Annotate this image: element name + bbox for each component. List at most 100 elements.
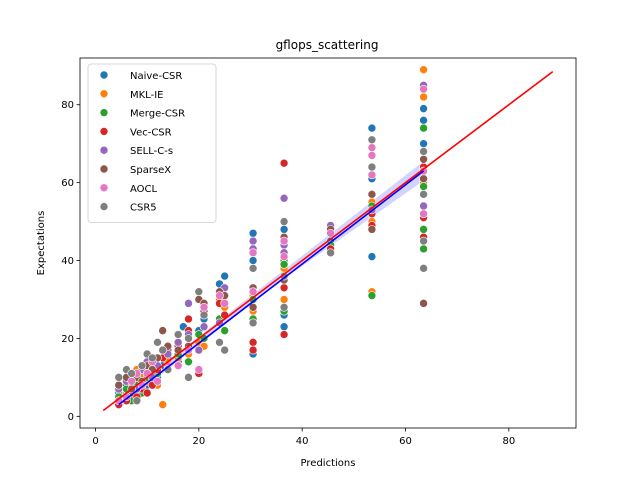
data-point xyxy=(279,302,289,312)
data-point xyxy=(127,376,136,386)
legend-marker xyxy=(99,70,109,80)
data-point xyxy=(419,236,428,246)
x-tick-label: 80 xyxy=(502,436,515,447)
data-point xyxy=(199,302,209,312)
data-point xyxy=(173,330,183,339)
data-point xyxy=(419,116,428,125)
data-point xyxy=(279,217,289,226)
data-point xyxy=(215,338,224,347)
data-point xyxy=(184,314,193,324)
data-point xyxy=(279,158,289,168)
data-point xyxy=(248,287,258,296)
data-point xyxy=(279,283,289,293)
data-point xyxy=(326,248,335,258)
data-point xyxy=(220,271,229,281)
data-point xyxy=(173,361,183,370)
legend-box xyxy=(87,63,217,223)
data-point xyxy=(184,334,193,343)
data-point xyxy=(279,330,289,339)
data-point xyxy=(173,338,183,347)
data-point xyxy=(132,396,142,406)
data-point xyxy=(326,228,335,238)
data-point xyxy=(158,326,167,335)
data-point xyxy=(248,264,258,273)
data-point xyxy=(248,236,258,246)
data-point xyxy=(194,365,204,374)
data-point xyxy=(367,162,377,172)
y-tick-label: 40 xyxy=(61,256,74,267)
data-point xyxy=(279,322,289,332)
data-point xyxy=(419,104,428,113)
legend-label: Naive-CSR xyxy=(130,71,182,82)
data-point xyxy=(158,345,167,355)
data-point xyxy=(419,209,428,219)
x-axis-label: Predictions xyxy=(301,458,356,469)
data-point xyxy=(367,252,377,261)
data-point xyxy=(419,299,428,308)
legend-marker xyxy=(99,202,109,211)
y-tick-label: 0 xyxy=(68,412,74,423)
data-point xyxy=(220,299,229,308)
data-point xyxy=(419,123,428,133)
legend-marker xyxy=(99,127,109,136)
data-point xyxy=(184,373,193,382)
legend-label: Vec-CSR xyxy=(130,127,172,138)
y-tick-label: 80 xyxy=(61,100,74,111)
data-point xyxy=(419,225,428,234)
axes-frame xyxy=(79,57,577,429)
data-point xyxy=(419,182,428,191)
data-point xyxy=(248,302,258,312)
data-point xyxy=(173,345,183,355)
x-tick-label: 0 xyxy=(92,436,98,447)
legend-label: CSR5 xyxy=(130,203,157,214)
data-point xyxy=(419,147,428,156)
legend-marker xyxy=(99,145,109,155)
data-point xyxy=(419,84,428,94)
data-point xyxy=(220,310,229,320)
y-tick-label: 20 xyxy=(61,334,74,345)
data-point xyxy=(194,287,204,296)
legend-label: MKL-IE xyxy=(130,90,163,101)
data-point xyxy=(419,65,428,74)
data-point xyxy=(367,291,377,300)
x-tick-label: 40 xyxy=(296,436,309,447)
data-point xyxy=(194,345,204,355)
data-point xyxy=(419,139,428,148)
legend-marker xyxy=(99,89,109,99)
data-point xyxy=(114,380,124,390)
chart-title: gflops_scattering xyxy=(276,38,379,52)
data-point xyxy=(279,236,289,246)
data-point xyxy=(367,135,377,145)
data-point xyxy=(279,225,289,234)
data-point xyxy=(279,252,289,261)
data-point xyxy=(248,338,258,347)
x-tick-label: 60 xyxy=(399,436,412,447)
regression-line xyxy=(118,170,425,406)
data-point xyxy=(158,400,167,409)
data-point xyxy=(248,345,258,355)
identity-line xyxy=(102,70,554,412)
data-point xyxy=(142,388,152,398)
data-point xyxy=(215,291,224,300)
data-point xyxy=(153,376,162,386)
axis-ticks: 0 20 40 60 80 0 20 40 60 80 xyxy=(61,100,515,447)
data-point xyxy=(142,369,152,378)
data-point xyxy=(248,248,258,258)
data-point xyxy=(419,92,428,102)
data-point xyxy=(419,264,428,273)
data-point xyxy=(248,318,258,328)
data-point xyxy=(367,225,377,234)
data-point xyxy=(419,201,428,211)
data-point xyxy=(153,338,162,347)
data-point xyxy=(279,295,289,304)
legend-marker xyxy=(99,164,109,174)
data-point xyxy=(199,310,209,320)
data-point xyxy=(367,123,377,133)
data-point xyxy=(184,357,193,367)
data-point xyxy=(220,345,229,355)
data-point xyxy=(279,260,289,269)
data-point xyxy=(419,190,428,199)
data-point xyxy=(184,299,193,308)
legend-label: Merge-CSR xyxy=(130,109,185,120)
